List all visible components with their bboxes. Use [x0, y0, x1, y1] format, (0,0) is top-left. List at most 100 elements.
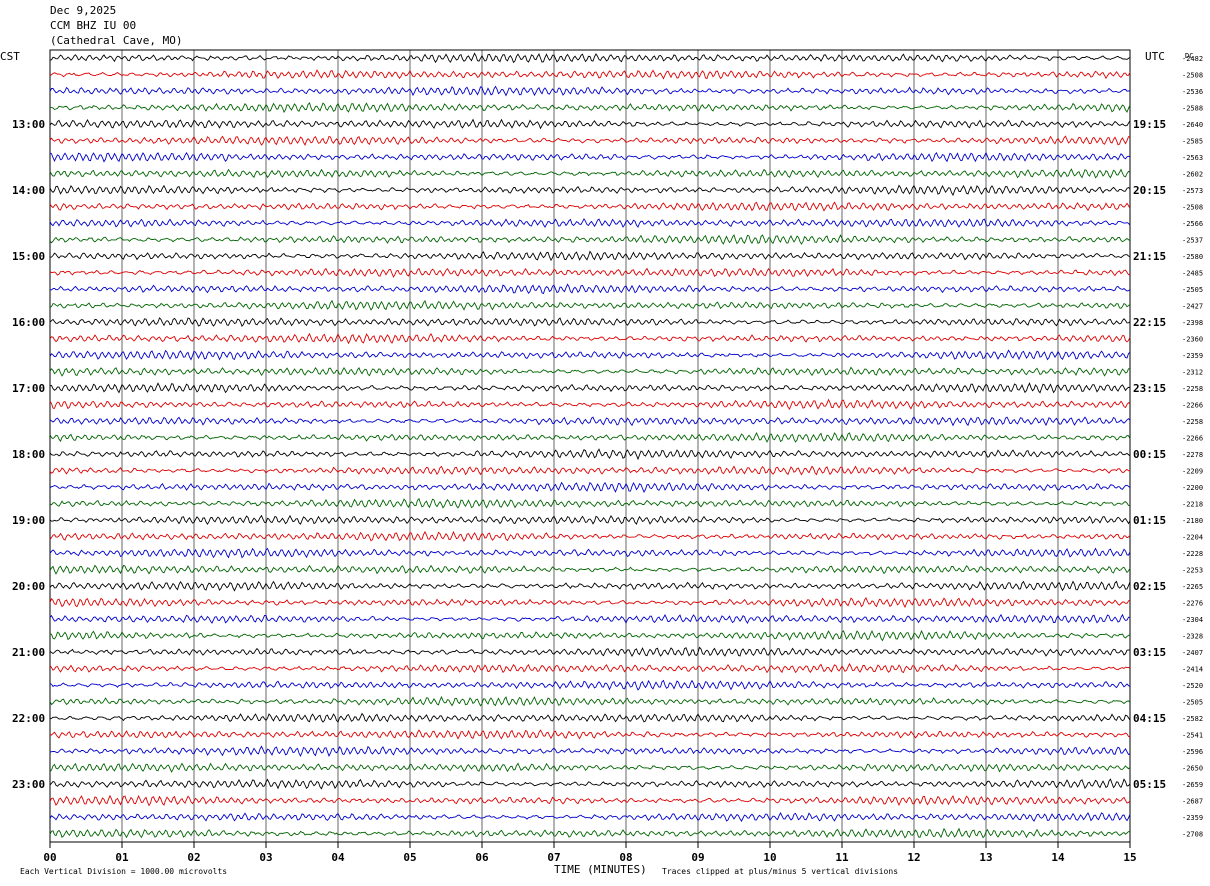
utc-hour-label: 22:15 — [1133, 316, 1166, 329]
trace-row — [49, 564, 1131, 575]
dc-offset-label: -2304 — [1182, 616, 1203, 624]
dc-offset-label: -2228 — [1182, 550, 1203, 558]
dc-offset-label: -2398 — [1182, 319, 1203, 327]
cst-hour-label: 19:00 — [12, 514, 45, 527]
cst-hour-label: 15:00 — [12, 250, 45, 263]
dc-offset-label: -2407 — [1182, 649, 1203, 657]
trace-row — [49, 497, 1130, 509]
x-tick-label: 00 — [43, 851, 56, 864]
dc-offset-label: -2258 — [1182, 385, 1203, 393]
cst-hour-label: 13:00 — [12, 118, 45, 131]
trace-row — [49, 184, 1131, 197]
x-tick-label: 05 — [403, 851, 416, 864]
x-tick-label: 02 — [187, 851, 200, 864]
trace-row — [49, 416, 1131, 427]
dc-offset-label: -2520 — [1182, 682, 1203, 690]
x-axis-title: TIME (MINUTES) — [554, 863, 647, 876]
dc-offset-label: -2508 — [1182, 204, 1203, 212]
dc-offset-label: -2566 — [1182, 220, 1203, 228]
trace-row — [49, 267, 1131, 278]
dc-offset-label: -2580 — [1182, 253, 1203, 261]
dc-offset-label: -2537 — [1182, 237, 1203, 245]
dc-offset-label: -2588 — [1182, 105, 1203, 113]
dc-offset-label: -2414 — [1182, 666, 1203, 674]
dc-offset-label: -2266 — [1182, 435, 1203, 443]
dc-offset-label: -2209 — [1182, 468, 1203, 476]
dc-offset-label: -2265 — [1182, 583, 1203, 591]
label-group: 00 01 02 03 04 05 06 07 08 09 10 11 12 13 14 15 -2482 -25… — [12, 55, 1203, 864]
dc-offset-label: -2276 — [1182, 600, 1203, 608]
utc-hour-label: 23:15 — [1133, 382, 1166, 395]
trace-row — [49, 85, 1131, 97]
dc-offset-label: -2602 — [1182, 171, 1203, 179]
trace-group — [49, 52, 1131, 839]
trace-row — [49, 366, 1131, 377]
cst-hour-label: 21:00 — [12, 646, 45, 659]
x-tick-label: 15 — [1123, 851, 1136, 864]
trace-row — [49, 283, 1131, 295]
dc-offset-label: -2640 — [1182, 121, 1203, 129]
cst-hour-label: 16:00 — [12, 316, 45, 329]
trace-row — [49, 250, 1131, 262]
station-code: CCM BHZ IU 00 — [50, 19, 137, 32]
trace-row — [49, 794, 1131, 807]
dc-column-title: DC — [1185, 52, 1193, 60]
trace-row — [49, 827, 1131, 839]
dc-offset-label: -2563 — [1182, 154, 1203, 162]
dc-offset-label: -2650 — [1182, 765, 1203, 773]
x-tick-label: 01 — [115, 851, 129, 864]
trace-row — [49, 662, 1131, 674]
trace-row — [49, 481, 1131, 494]
x-tick-label: 08 — [619, 851, 632, 864]
utc-hour-label: 20:15 — [1133, 184, 1166, 197]
trace-row — [49, 168, 1131, 179]
dc-offset-label: -2312 — [1182, 369, 1203, 377]
utc-hour-label: 19:15 — [1133, 118, 1166, 131]
cst-hour-label: 17:00 — [12, 382, 45, 395]
trace-row — [49, 745, 1131, 758]
utc-hour-label: 00:15 — [1133, 448, 1166, 461]
x-tick-label: 11 — [835, 851, 849, 864]
cst-hour-label: 18:00 — [12, 448, 45, 461]
x-tick-label: 13 — [979, 851, 992, 864]
x-tick-label: 07 — [547, 851, 560, 864]
trace-row — [49, 217, 1131, 228]
dc-offset-label: -2536 — [1182, 88, 1203, 96]
trace-row — [49, 712, 1131, 723]
trace-row — [49, 514, 1131, 526]
utc-hour-label: 02:15 — [1133, 580, 1166, 593]
dc-offset-label: -2708 — [1182, 831, 1203, 839]
trace-row — [49, 646, 1131, 658]
trace-row — [49, 349, 1131, 361]
trace-row — [49, 69, 1131, 80]
dc-offset-label: -2200 — [1182, 484, 1203, 492]
trace-row — [49, 580, 1131, 592]
trace-row — [49, 118, 1131, 130]
dc-offset-label: -2427 — [1182, 303, 1203, 311]
dc-offset-label: -2180 — [1182, 517, 1203, 525]
utc-hour-label: 05:15 — [1133, 778, 1166, 791]
dc-offset-label: -2328 — [1182, 633, 1203, 641]
trace-row — [49, 629, 1131, 642]
trace-row — [49, 201, 1131, 212]
trace-row — [49, 778, 1131, 790]
dc-offset-label: -2659 — [1182, 781, 1203, 789]
dc-offset-label: -2218 — [1182, 501, 1203, 509]
dc-offset-label: -2359 — [1182, 814, 1203, 822]
trace-row — [49, 234, 1131, 245]
dc-offset-label: -2485 — [1182, 270, 1203, 278]
trace-row — [49, 135, 1131, 146]
trace-row — [49, 729, 1131, 740]
dc-offset-label: -2505 — [1182, 286, 1203, 294]
trace-row — [49, 762, 1131, 773]
dc-offset-label: -2585 — [1182, 138, 1203, 146]
cst-hour-label: 20:00 — [12, 580, 45, 593]
utc-hour-label: 01:15 — [1133, 514, 1166, 527]
scale-note: Each Vertical Division = 1000.00 microvo… — [20, 867, 227, 876]
dc-offset-label: -2359 — [1182, 352, 1203, 360]
trace-row — [49, 695, 1131, 707]
x-tick-label: 10 — [763, 851, 776, 864]
trace-row — [49, 151, 1131, 163]
trace-row — [49, 431, 1131, 443]
